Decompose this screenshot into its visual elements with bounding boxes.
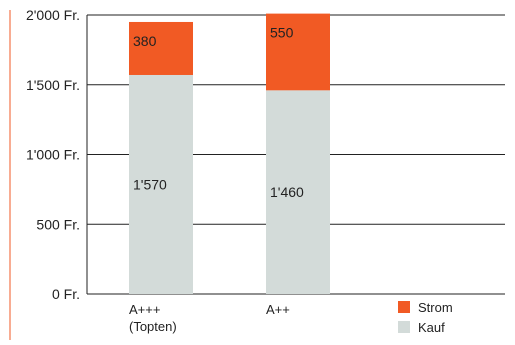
y-tick-label: 1'500 Fr.: [26, 77, 80, 93]
y-tick-label: 1'000 Fr.: [26, 147, 80, 163]
x-axis-categories: A+++ (Topten) A++: [129, 302, 290, 334]
bar-segment-kauf: [129, 74, 193, 294]
data-label: 1'570: [133, 176, 167, 192]
y-tick-label: 0 Fr.: [52, 286, 80, 302]
legend-label-kauf: Kauf: [418, 320, 445, 335]
bar-segment-kauf: [266, 90, 330, 294]
y-tick-label: 2'000 Fr.: [26, 7, 80, 23]
bar-segment-strom: [266, 13, 330, 91]
legend-swatch-strom: [398, 301, 410, 313]
x-category-label: A++: [266, 302, 290, 317]
bars: 1'570 380 1'460 550: [129, 13, 330, 294]
y-axis: 0 Fr. 500 Fr. 1'000 Fr. 1'500 Fr. 2'000 Fr.: [26, 7, 88, 302]
data-label: 1'460: [270, 184, 304, 200]
legend-label-strom: Strom: [418, 300, 453, 315]
y-tick-label: 500 Fr.: [36, 216, 80, 232]
legend-swatch-kauf: [398, 321, 410, 333]
legend: Strom Kauf: [398, 300, 453, 335]
x-category-label: A+++: [129, 302, 160, 317]
bar-segment-strom: [129, 21, 193, 75]
data-label: 380: [133, 33, 157, 49]
x-category-label: (Topten): [129, 319, 177, 334]
data-label: 550: [270, 25, 294, 41]
